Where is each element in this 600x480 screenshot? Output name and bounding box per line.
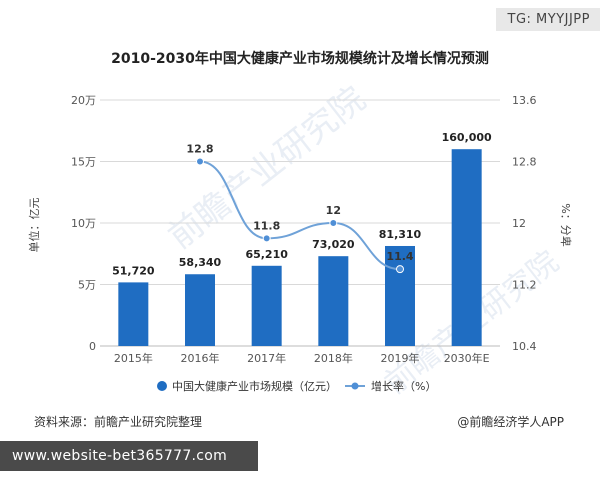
bar (251, 265, 282, 346)
y-tick-left: 20万 (71, 94, 96, 107)
bar-value-label: 51,720 (112, 264, 155, 277)
bar (451, 149, 482, 346)
x-tick-label: 2019年 (381, 351, 420, 365)
chart-title: 2010-2030年中国大健康产业市场规模统计及增长情况预测 (111, 51, 489, 67)
growth-rate-label: 11.4 (386, 250, 413, 263)
source-note: 资料来源：前瞻产业研究院整理 (34, 415, 203, 429)
legend-label-line: 增长率（%） (371, 379, 436, 393)
publisher-credit: @前瞻经济学人APP (457, 415, 564, 429)
bar (318, 256, 349, 346)
y-tick-left: 15万 (71, 156, 96, 169)
bar-value-label: 73,020 (312, 238, 355, 251)
bar (385, 245, 415, 346)
growth-rate-label: 11.8 (253, 219, 280, 232)
x-tick-label: 2015年 (114, 351, 153, 365)
y-tick-left: 10万 (71, 217, 96, 230)
y-tick-right: 10.4 (512, 340, 537, 353)
growth-rate-point (262, 234, 271, 243)
corner-tag: TG: MYYJJPP (495, 8, 600, 31)
y-tick-right: 12 (512, 217, 526, 230)
x-tick-label: 2016年 (181, 351, 220, 365)
y-tick-left: 0 (89, 340, 96, 353)
legend-label-bar: 中国大健康产业市场规模（亿元） (172, 379, 337, 393)
y-tick-right: 13.6 (512, 94, 537, 107)
x-tick-label: 2017年 (247, 351, 286, 365)
y-tick-right: 12.8 (512, 156, 537, 169)
growth-rate-point (329, 219, 338, 227)
bar-value-label: 81,310 (379, 228, 422, 241)
y-tick-left: 5万 (78, 279, 96, 292)
legend-marker-bar (157, 381, 167, 391)
growth-rate-point (196, 157, 204, 166)
website-banner[interactable]: www.website-bet365777.com (0, 441, 258, 471)
bar-value-label: 65,210 (245, 248, 288, 261)
growth-rate-label: 12.8 (186, 143, 213, 156)
y-axis-title-right: %：分卑 (559, 203, 573, 246)
growth-rate-label: 12 (326, 204, 341, 217)
bar (185, 274, 215, 346)
y-axis-title-left: 单位：亿元 (27, 198, 41, 253)
legend-marker-point (351, 382, 359, 390)
x-tick-label: 2030年E (444, 351, 490, 365)
bar-value-label: 160,000 (442, 131, 492, 144)
bar (118, 282, 149, 346)
growth-rate-line (199, 160, 401, 271)
growth-rate-point (396, 265, 404, 274)
bar-value-label: 58,340 (179, 256, 222, 269)
x-tick-label: 2018年 (314, 351, 353, 365)
y-tick-right: 11.2 (512, 279, 537, 292)
